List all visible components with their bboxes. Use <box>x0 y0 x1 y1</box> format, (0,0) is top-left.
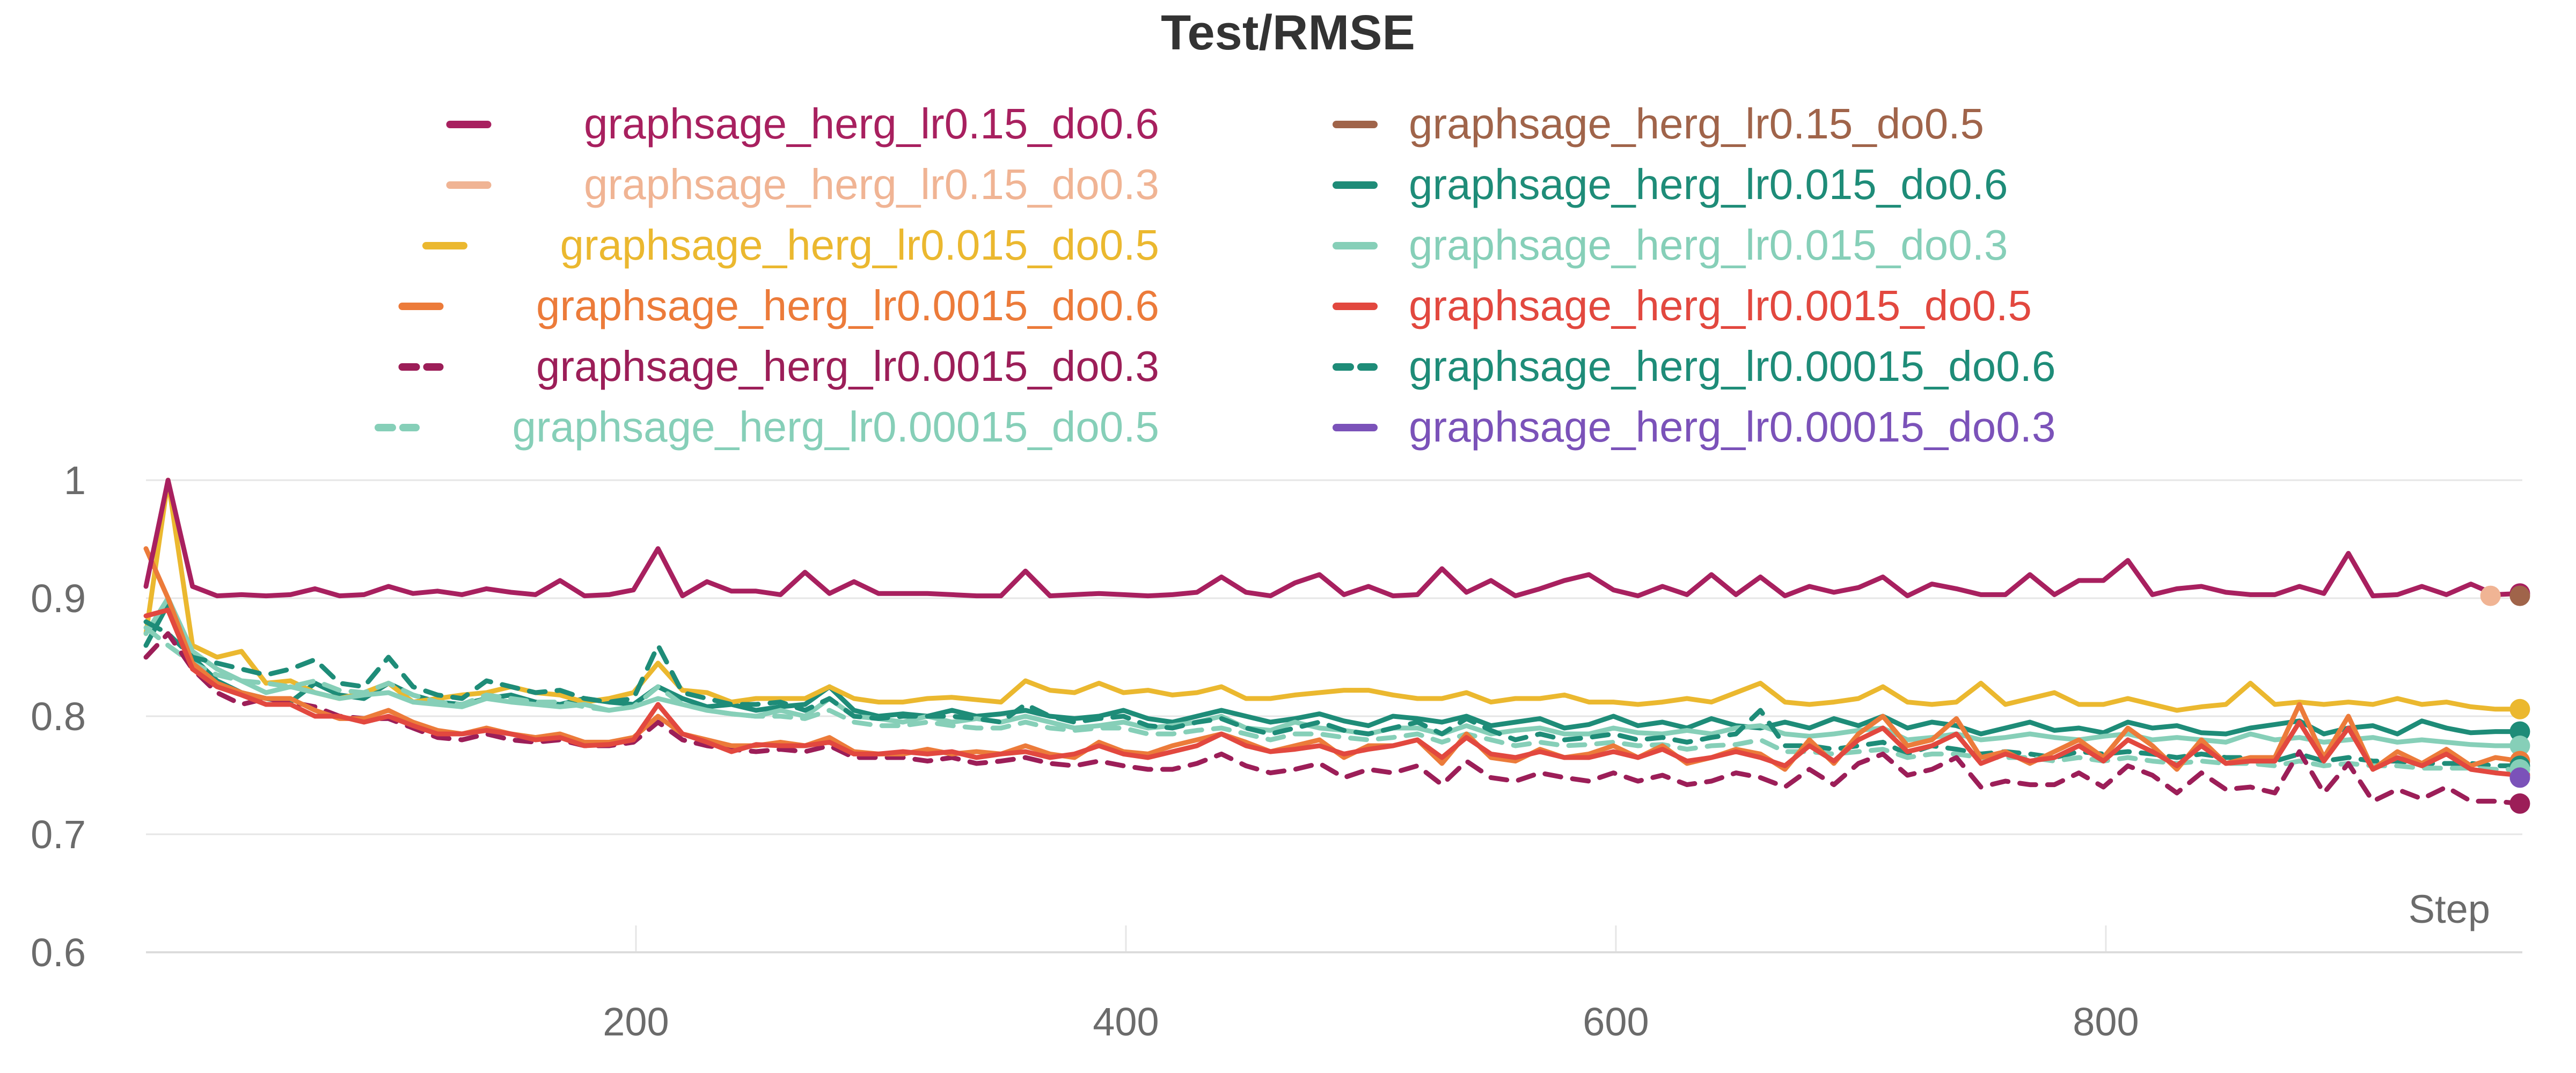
series-endpoint-graphsage-herg-lr0-15-do0-5 <box>2509 585 2530 606</box>
legend-label: graphsage_herg_lr0.00015_do0.6 <box>1409 342 2055 390</box>
chart-title: Test/RMSE <box>1161 5 1415 60</box>
legend-label: graphsage_herg_lr0.015_do0.6 <box>1409 160 2008 208</box>
series-line-graphsage-herg-lr0-015-do0-5 <box>143 477 2522 713</box>
legend-label: graphsage_herg_lr0.00015_do0.5 <box>513 403 1159 451</box>
legend-item-graphsage-herg-lr0-15-do0-6: graphsage_herg_lr0.15_do0.6 <box>446 100 1159 148</box>
series-line-graphsage-herg-lr0-15-do0-6 <box>143 477 2522 599</box>
legend-item-graphsage-herg-lr0-00015-do0-5: graphsage_herg_lr0.00015_do0.5 <box>375 403 1159 451</box>
legend-label: graphsage_herg_lr0.15_do0.5 <box>1409 100 1984 148</box>
series-line-graphsage-herg-lr0-0015-do0-3 <box>143 631 2522 806</box>
y-tick-label: 0.7 <box>31 812 86 857</box>
series-lines <box>143 477 2522 806</box>
y-tick-label: 0.6 <box>31 930 86 975</box>
series-line-graphsage-herg-lr0-015-do0-6 <box>143 601 2522 737</box>
legend-item-graphsage-herg-lr0-015-do0-5: graphsage_herg_lr0.015_do0.5 <box>422 221 1159 269</box>
legend-item-graphsage-herg-lr0-0015-do0-3: graphsage_herg_lr0.0015_do0.3 <box>398 342 1159 390</box>
series-line-graphsage-herg-lr0-015-do0-3 <box>143 596 2522 748</box>
legend-label: graphsage_herg_lr0.0015_do0.3 <box>536 342 1159 390</box>
y-tick-label: 0.9 <box>31 576 86 621</box>
series-endpoint-graphsage-herg-lr0-015-do0-6 <box>2509 721 2530 742</box>
y-tick-label: 1 <box>64 458 86 503</box>
legend: graphsage_herg_lr0.15_do0.6 graphsage_her… <box>375 100 2055 451</box>
x-axis-ticks: 200 400 600 800 <box>603 999 2139 1044</box>
legend-item-graphsage-herg-lr0-0015-do0-6: graphsage_herg_lr0.0015_do0.6 <box>398 282 1159 329</box>
series-endpoint-graphsage-herg-lr0-015-do0-5 <box>2509 699 2530 719</box>
x-axis-label: Step <box>2409 887 2490 931</box>
legend-item-graphsage-herg-lr0-0015-do0-5: graphsage_herg_lr0.0015_do0.5 <box>1333 282 2032 329</box>
x-tick-label: 600 <box>1583 999 1649 1044</box>
legend-item-graphsage-herg-lr0-00015-do0-3: graphsage_herg_lr0.00015_do0.3 <box>1333 403 2055 451</box>
x-tick-label: 400 <box>1093 999 1159 1044</box>
series-line-graphsage-herg-lr0-0015-do0-5 <box>143 607 2522 778</box>
series-endpoints <box>2480 583 2530 814</box>
legend-item-graphsage-herg-lr0-15-do0-5: graphsage_herg_lr0.15_do0.5 <box>1333 100 1984 148</box>
legend-item-graphsage-herg-lr0-15-do0-3: graphsage_herg_lr0.15_do0.3 <box>446 160 1159 208</box>
series-line-graphsage-herg-lr0-00015-do0-6 <box>143 619 2522 768</box>
series-line-graphsage-herg-lr0-00015-do0-5 <box>143 625 2522 772</box>
legend-label: graphsage_herg_lr0.15_do0.6 <box>584 100 1159 148</box>
legend-label: graphsage_herg_lr0.015_do0.5 <box>560 221 1159 269</box>
legend-label: graphsage_herg_lr0.15_do0.3 <box>584 160 1159 208</box>
legend-label: graphsage_herg_lr0.00015_do0.3 <box>1409 403 2055 451</box>
series-endpoint-graphsage-herg-lr0-0015-do0-3 <box>2509 793 2530 814</box>
y-axis-ticks: 0.6 0.7 0.8 0.9 1 <box>31 458 86 975</box>
series-endpoint-graphsage-herg-lr0-015-do0-3 <box>2509 736 2530 756</box>
legend-item-graphsage-herg-lr0-00015-do0-6: graphsage_herg_lr0.00015_do0.6 <box>1333 342 2055 390</box>
legend-item-graphsage-herg-lr0-015-do0-3: graphsage_herg_lr0.015_do0.3 <box>1333 221 2008 269</box>
x-tick-label: 800 <box>2073 999 2139 1044</box>
legend-label: graphsage_herg_lr0.0015_do0.5 <box>1409 282 2032 329</box>
legend-item-graphsage-herg-lr0-015-do0-6: graphsage_herg_lr0.015_do0.6 <box>1333 160 2008 208</box>
series-endpoint-graphsage-herg-lr0-15-do0-3 <box>2480 585 2501 606</box>
series-endpoint-graphsage-herg-lr0-00015-do0-3 <box>2509 767 2530 788</box>
legend-label: graphsage_herg_lr0.0015_do0.6 <box>536 282 1159 329</box>
x-tick-label: 200 <box>603 999 669 1044</box>
y-tick-label: 0.8 <box>31 694 86 739</box>
legend-label: graphsage_herg_lr0.015_do0.3 <box>1409 221 2008 269</box>
